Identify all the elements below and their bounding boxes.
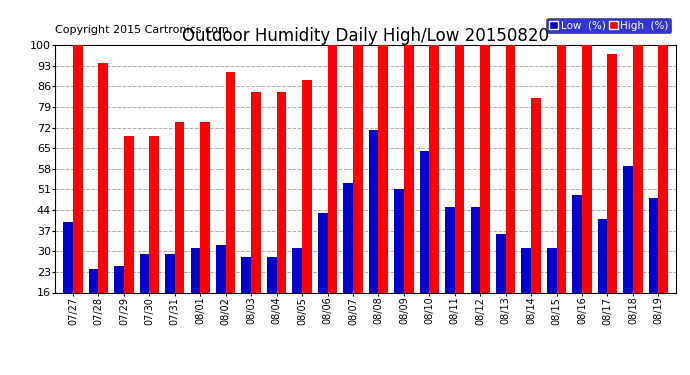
Bar <box>149 136 159 292</box>
Bar <box>302 80 312 292</box>
Bar <box>455 45 464 292</box>
Bar <box>73 45 83 292</box>
Bar <box>658 45 668 292</box>
Bar <box>623 166 633 292</box>
Bar <box>573 195 582 292</box>
Bar <box>318 213 328 292</box>
Bar <box>124 136 134 292</box>
Bar <box>607 54 617 292</box>
Bar <box>200 122 210 292</box>
Bar <box>267 257 277 292</box>
Bar <box>175 122 184 292</box>
Bar <box>547 248 557 292</box>
Bar <box>496 234 506 292</box>
Bar <box>293 248 302 292</box>
Bar <box>226 72 235 292</box>
Title: Outdoor Humidity Daily High/Low 20150820: Outdoor Humidity Daily High/Low 20150820 <box>182 27 549 45</box>
Bar <box>378 45 388 292</box>
Legend: Low  (%), High  (%): Low (%), High (%) <box>546 18 671 33</box>
Bar <box>165 254 175 292</box>
Bar <box>480 45 490 292</box>
Bar <box>506 45 515 292</box>
Text: Copyright 2015 Cartronics.com: Copyright 2015 Cartronics.com <box>55 25 229 35</box>
Bar <box>531 98 541 292</box>
Bar <box>557 45 566 292</box>
Bar <box>63 222 73 292</box>
Bar <box>522 248 531 292</box>
Bar <box>99 63 108 292</box>
Bar <box>582 45 592 292</box>
Bar <box>115 266 124 292</box>
Bar <box>251 92 261 292</box>
Bar <box>420 151 429 292</box>
Bar <box>445 207 455 292</box>
Bar <box>277 92 286 292</box>
Bar <box>404 45 413 292</box>
Bar <box>649 198 658 292</box>
Bar <box>344 183 353 292</box>
Bar <box>328 45 337 292</box>
Bar <box>429 45 439 292</box>
Bar <box>190 248 200 292</box>
Bar <box>216 245 226 292</box>
Bar <box>633 45 642 292</box>
Bar <box>598 219 607 292</box>
Bar <box>394 189 404 292</box>
Bar <box>353 45 363 292</box>
Bar <box>89 269 99 292</box>
Bar <box>368 130 378 292</box>
Bar <box>241 257 251 292</box>
Bar <box>139 254 149 292</box>
Bar <box>471 207 480 292</box>
